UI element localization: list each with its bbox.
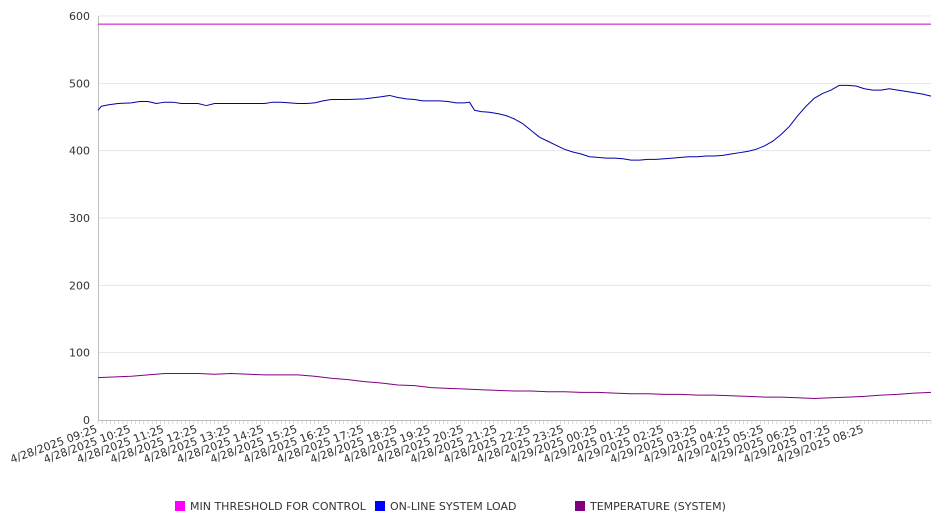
y-tick-label: 300 [69,212,90,225]
y-tick-label: 500 [69,77,90,90]
y-tick-label: 100 [69,347,90,360]
y-tick-labels: 0 100 200 300 400 500 600 [69,10,90,427]
legend-item-system-load[interactable]: ON-LINE SYSTEM LOAD [375,497,516,515]
legend-label-system-load: ON-LINE SYSTEM LOAD [390,499,517,513]
y-tick-label: 600 [69,10,90,23]
series [97,23,932,399]
y-tick-label: 400 [69,145,90,158]
legend-item-temperature[interactable]: TEMPERATURE (SYSTEM) [575,497,726,515]
legend: MIN THRESHOLD FOR CONTROL ON-LINE SYSTEM… [0,497,946,517]
x-tick-labels: 4/28/2025 09:254/28/2025 10:254/28/2025 … [8,423,865,467]
y-tick-label: 0 [83,414,90,427]
legend-label-min-threshold: MIN THRESHOLD FOR CONTROL [190,499,366,513]
legend-item-min-threshold[interactable]: MIN THRESHOLD FOR CONTROL [175,497,366,515]
y-tick-label: 200 [69,279,90,292]
series-line-2 [97,373,932,399]
legend-swatch-temperature [575,501,585,511]
legend-swatch-system-load [375,501,385,511]
legend-label-temperature: TEMPERATURE (SYSTEM) [590,499,726,513]
grid [98,15,931,354]
chart-svg: 0 100 200 300 400 500 600 4/28/2025 09:254/28/… [8,10,932,467]
legend-swatch-min-threshold [175,501,185,511]
axes [97,16,932,424]
series-line-1 [97,84,932,161]
